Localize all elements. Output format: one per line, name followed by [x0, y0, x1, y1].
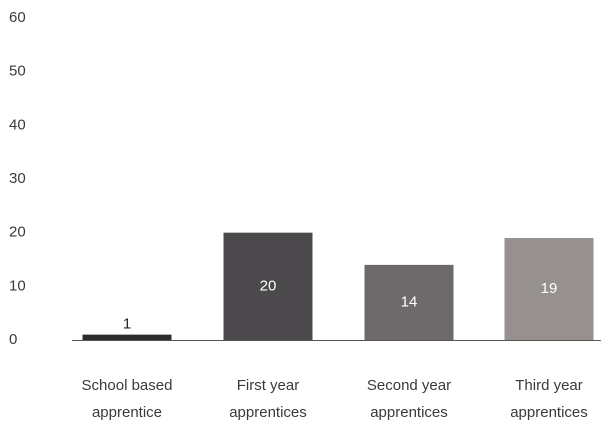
bar — [223, 232, 313, 340]
x-category-label: First year — [237, 377, 300, 394]
x-category-label: apprentices — [510, 404, 588, 421]
data-label: 1 — [123, 316, 131, 333]
data-label: 14 — [401, 293, 418, 310]
y-tick-label: 20 — [9, 224, 26, 241]
bar — [504, 238, 594, 340]
x-category-label: apprentice — [92, 404, 162, 421]
y-tick-label: 60 — [9, 9, 26, 26]
y-tick-label: 30 — [9, 170, 26, 187]
x-category-label: Third year — [515, 377, 583, 394]
x-category-label: apprentices — [229, 404, 307, 421]
x-category-label: Second year — [367, 377, 451, 394]
data-label: 19 — [541, 280, 558, 297]
x-category-label: apprentices — [370, 404, 448, 421]
data-label: 20 — [260, 277, 277, 294]
bars-group — [82, 232, 594, 340]
bar — [82, 334, 172, 340]
y-axis: 0 10 20 30 40 50 60 — [9, 9, 26, 348]
y-tick-label: 10 — [9, 277, 26, 294]
data-labels-group: 1 20 14 19 — [123, 277, 558, 332]
y-tick-label: 40 — [9, 116, 26, 133]
bar — [364, 264, 454, 340]
y-tick-label: 0 — [9, 331, 17, 348]
y-tick-label: 50 — [9, 63, 26, 80]
x-axis: School based apprentice First year apprenti… — [72, 340, 601, 421]
x-category-label: School based — [82, 377, 173, 394]
